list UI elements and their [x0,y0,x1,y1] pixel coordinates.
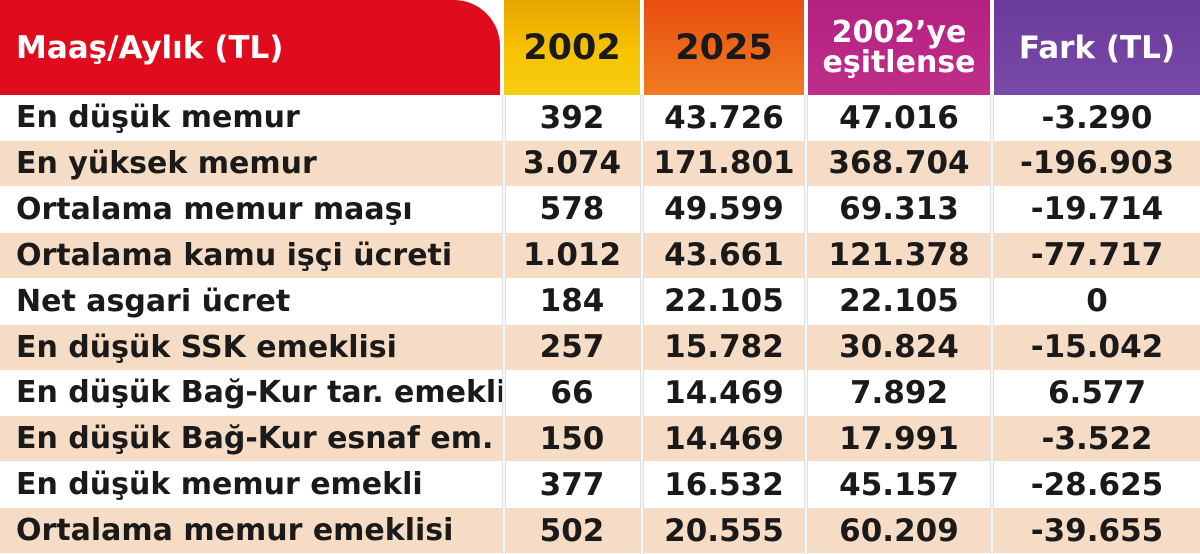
column-divider [640,95,644,554]
cell-equalized: 30.824 [839,329,959,365]
cell-difference: 0 [1086,283,1108,320]
cell-2025: 43.726 [664,99,784,136]
cell-2002: 578 [539,191,605,228]
row-label: En düşük SSK emeklisi [16,329,397,365]
row-label: En düşük memur emekli [16,467,423,503]
cell-2002: 150 [539,420,605,457]
row-label: En düşük Bağ-Kur esnaf em. [16,421,494,457]
column-divider [990,95,994,554]
table-row: Ortalama kamu işçi ücreti 1.012 43.661 121.… [0,232,1200,278]
row-label: En düşük memur [16,100,300,135]
table-row: Ortalama memur emeklisi 502 20.555 60.209 -3… [0,508,1200,554]
cell-equalized: 22.105 [839,283,959,320]
cell-2025: 43.661 [664,237,784,274]
cell-equalized: 47.016 [839,99,959,136]
header-label: Maaş/Aylık (TL) [0,0,500,95]
cell-difference: -3.290 [1041,99,1153,136]
row-label: En düşük Bağ-Kur tar. emekli [16,375,504,411]
cell-difference: -196.903 [1019,145,1175,182]
cell-2025: 22.105 [664,283,784,320]
cell-difference: -19.714 [1030,191,1164,228]
cell-2025: 20.555 [664,512,784,549]
cell-difference: -3.522 [1041,420,1153,457]
header-equalized-line2: eşitlense [822,44,976,80]
cell-difference: -77.717 [1030,237,1164,274]
cell-equalized: 60.209 [839,512,959,549]
table-row: En yüksek memur 3.074 171.801 368.704 -196.9… [0,140,1200,186]
header-2002: 2002 [504,0,640,95]
row-label: Net asgari ücret [16,283,291,319]
cell-2002: 1.012 [522,237,622,274]
cell-equalized: 7.892 [849,374,949,411]
table-row: En düşük memur 392 43.726 47.016 -3.290 [0,95,1200,140]
cell-2002: 392 [539,99,605,136]
row-label: En yüksek memur [16,145,317,181]
cell-difference: -15.042 [1030,329,1164,365]
cell-2002: 66 [550,374,594,411]
header-equalized-line1: 2002’ye [831,14,967,50]
cell-2025: 16.532 [664,466,784,503]
table-row: En düşük Bağ-Kur tar. emekli 66 14.469 7.89… [0,370,1200,416]
cell-2025: 171.801 [653,145,795,182]
table-header: Maaş/Aylık (TL) 2002 2025 2002’ye eşitle… [0,0,1200,95]
cell-equalized: 45.157 [839,466,959,503]
header-difference: Fark (TL) [994,0,1200,95]
cell-difference: 6.577 [1047,374,1147,411]
header-equalized: 2002’ye eşitlense [808,0,990,95]
cell-2025: 49.599 [664,191,784,228]
cell-2002: 257 [539,329,605,365]
table-row: En düşük SSK emeklisi 257 15.782 30.824 -15.… [0,324,1200,370]
cell-equalized: 69.313 [839,191,959,228]
header-2025: 2025 [644,0,804,95]
column-divider [804,95,808,554]
cell-difference: -28.625 [1030,466,1164,503]
row-label: Ortalama kamu işçi ücreti [16,237,453,273]
cell-2002: 502 [539,512,605,549]
cell-equalized: 121.378 [828,237,970,274]
table-row: Ortalama memur maaşı 578 49.599 69.313 -19.7… [0,186,1200,232]
table-row: En düşük Bağ-Kur esnaf em. 150 14.469 17.99… [0,416,1200,462]
cell-equalized: 17.991 [839,420,959,457]
table-row: En düşük memur emekli 377 16.532 45.157 -28.… [0,462,1200,508]
cell-difference: -39.655 [1030,512,1164,549]
cell-2025: 14.469 [664,420,784,457]
cell-2025: 14.469 [664,374,784,411]
cell-2002: 184 [539,283,605,320]
column-divider [502,95,506,554]
cell-2002: 377 [539,466,605,503]
table-row: Net asgari ücret 184 22.105 22.105 0 [0,278,1200,324]
cell-2025: 15.782 [664,329,784,365]
row-label: Ortalama memur emeklisi [16,513,454,549]
cell-equalized: 368.704 [828,145,970,182]
row-label: Ortalama memur maaşı [16,191,413,227]
cell-2002: 3.074 [522,145,622,182]
